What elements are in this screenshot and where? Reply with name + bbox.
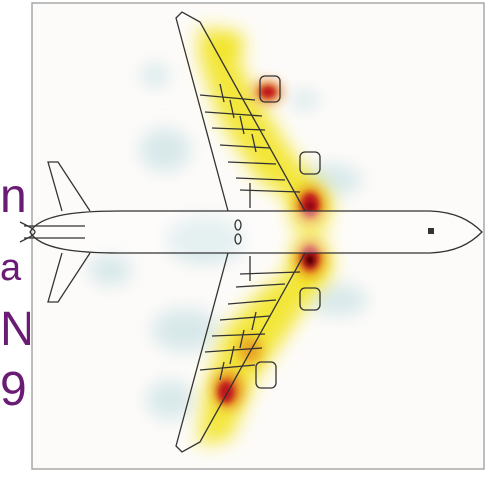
overlay-text-fragment: a <box>0 247 22 289</box>
overlay-text-fragment: n <box>0 173 27 221</box>
overlay-text-fragment: NA <box>0 306 30 354</box>
cockpit-marker <box>428 228 434 234</box>
heat-low-layer <box>88 63 368 420</box>
heat-peak-layer <box>218 86 319 403</box>
overlay-text-fragment: 9 <box>0 366 27 414</box>
aircraft-outline <box>19 11 483 453</box>
plot-frame <box>31 2 485 470</box>
